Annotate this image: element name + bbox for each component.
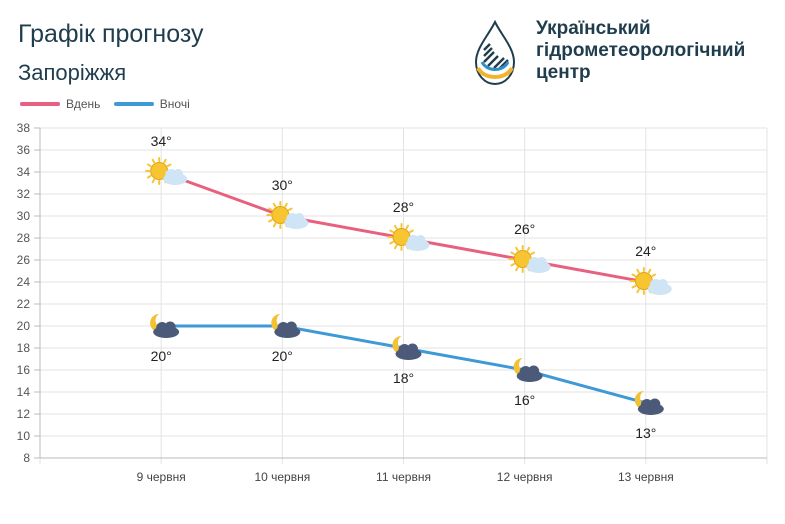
- moon-cloud-icon: [271, 313, 301, 338]
- sun-cloud-icon: [387, 223, 430, 251]
- sun-cloud-icon: [266, 201, 309, 229]
- moon-cloud-icon: [392, 335, 422, 360]
- x-tick-label: 13 червня: [618, 470, 674, 484]
- legend-item-night[interactable]: Вночі: [113, 97, 190, 111]
- legend-label-night: Вночі: [159, 97, 190, 111]
- night-temp-label: 20°: [151, 348, 172, 364]
- organization-brand: Український гідрометеорологічний центр: [470, 18, 780, 88]
- y-tick-label: 20: [17, 319, 31, 333]
- y-tick-label: 8: [23, 451, 30, 465]
- y-tick-label: 26: [17, 253, 31, 267]
- y-tick-label: 10: [17, 429, 31, 443]
- moon-cloud-icon: [634, 390, 664, 415]
- x-tick-label: 9 червня: [137, 470, 186, 484]
- day-temp-label: 30°: [272, 177, 293, 193]
- day-temp-label: 24°: [635, 243, 656, 259]
- day-temp-label: 34°: [151, 133, 172, 149]
- day-temp-label: 26°: [514, 221, 535, 237]
- y-tick-label: 34: [17, 165, 31, 179]
- sun-cloud-icon: [145, 157, 188, 185]
- legend-swatch-night: [113, 102, 154, 106]
- moon-cloud-icon: [150, 313, 180, 338]
- y-tick-label: 22: [17, 297, 31, 311]
- y-tick-label: 16: [17, 363, 31, 377]
- night-temp-label: 16°: [514, 392, 535, 408]
- y-tick-label: 24: [17, 275, 31, 289]
- y-tick-label: 12: [17, 407, 31, 421]
- x-tick-label: 10 червня: [254, 470, 310, 484]
- sun-cloud-icon: [508, 245, 551, 273]
- y-tick-label: 30: [17, 209, 31, 223]
- y-tick-label: 32: [17, 187, 31, 201]
- y-tick-label: 38: [17, 121, 31, 135]
- sun-cloud-icon: [629, 267, 672, 295]
- night-temp-label: 18°: [393, 370, 414, 386]
- x-tick-label: 12 червня: [497, 470, 553, 484]
- drop-logo-icon: [474, 20, 516, 86]
- organization-name: Український гідрометеорологічний центр: [536, 18, 746, 83]
- y-tick-label: 36: [17, 143, 31, 157]
- day-temp-label: 28°: [393, 199, 414, 215]
- legend-label-day: Вдень: [66, 97, 101, 111]
- y-tick-label: 18: [17, 341, 31, 355]
- page-title: Графік прогнозу: [18, 20, 204, 48]
- legend-swatch-day: [20, 102, 60, 106]
- chart-legend: Вдень Вночі: [20, 95, 200, 111]
- x-tick-label: 11 червня: [376, 470, 431, 484]
- legend-item-day[interactable]: Вдень: [20, 97, 100, 111]
- night-temp-label: 13°: [635, 425, 656, 441]
- moon-cloud-icon: [513, 357, 543, 382]
- city-name: Запоріжжя: [18, 60, 127, 85]
- forecast-chart: 8 10 12 14 16 18 20 22 24 26 28 30 32 34 36 38 9 червня 1…: [17, 121, 768, 484]
- night-temp-label: 20°: [272, 348, 293, 364]
- y-tick-label: 14: [17, 385, 31, 399]
- y-tick-label: 28: [17, 231, 31, 245]
